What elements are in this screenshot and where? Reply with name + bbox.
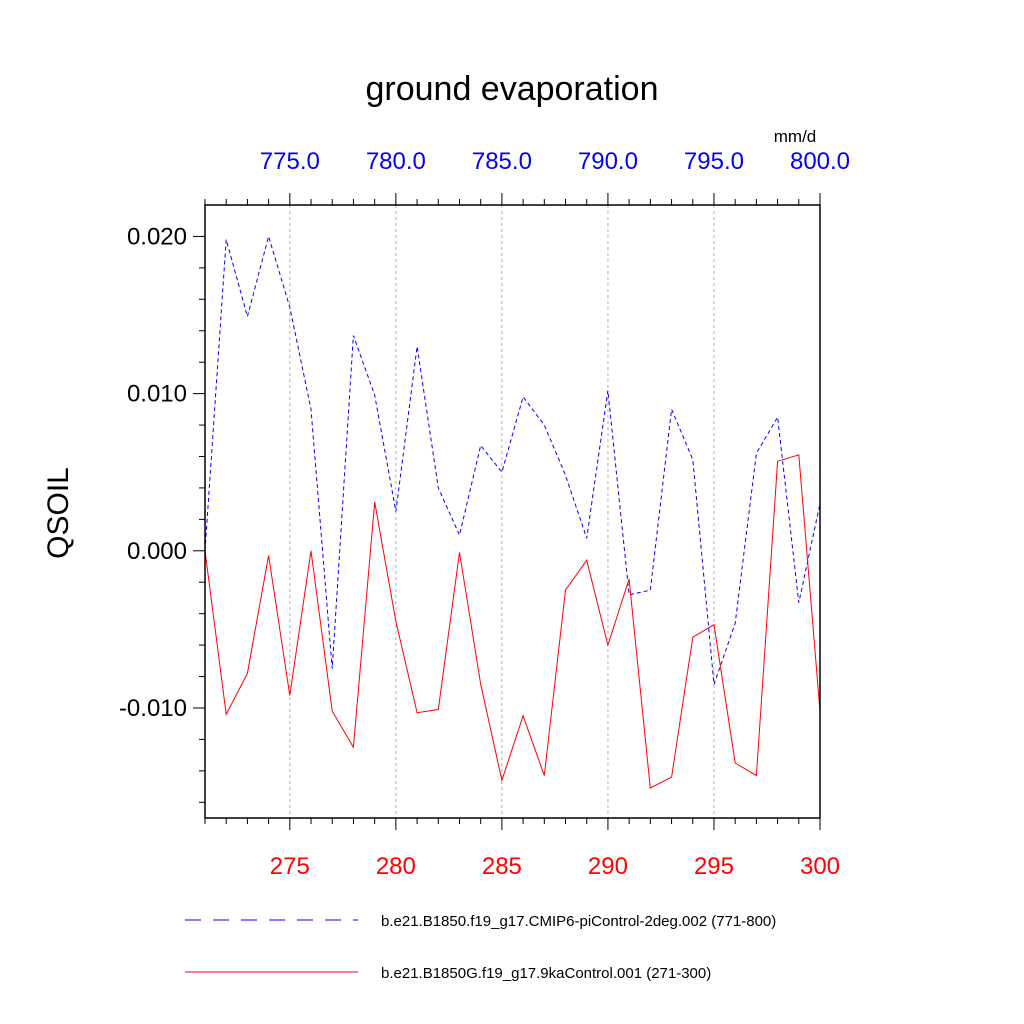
x-bottom-tick-labels: 275 280 285 290 295 300 bbox=[270, 853, 840, 880]
y-tick-label: 0.000 bbox=[127, 538, 187, 565]
y-tick-label: 0.010 bbox=[127, 381, 187, 408]
x-top-tick-label: 785.0 bbox=[472, 148, 532, 175]
x-bottom-tick-label: 300 bbox=[800, 853, 840, 880]
x-top-tick-label: 790.0 bbox=[578, 148, 638, 175]
x-top-tick-labels: 775.0 780.0 785.0 790.0 795.0 800.0 bbox=[260, 148, 850, 175]
series-line-red bbox=[204, 454, 821, 789]
x-top-tick-label: 795.0 bbox=[684, 148, 744, 175]
legend-label: b.e21.B1850G.f19_g17.9kaControl.001 (271… bbox=[381, 965, 711, 982]
y-tick-label: 0.020 bbox=[127, 223, 187, 250]
legend-label: b.e21.B1850.f19_g17.CMIP6-piControl-2deg… bbox=[381, 913, 776, 930]
chart-title: ground evaporation bbox=[365, 70, 658, 108]
x-bottom-tick-label: 295 bbox=[694, 853, 734, 880]
x-bottom-tick-label: 290 bbox=[588, 853, 628, 880]
x-bottom-tick-label: 275 bbox=[270, 853, 310, 880]
plot-frame bbox=[204, 204, 821, 819]
x-top-tick-label: 800.0 bbox=[790, 148, 850, 175]
axes bbox=[193, 193, 821, 830]
y-tick-labels: 0.020 0.010 0.000 -0.010 bbox=[119, 223, 187, 722]
grid-lines bbox=[289, 205, 715, 818]
y-tick-label: -0.010 bbox=[119, 695, 187, 722]
x-bottom-tick-label: 280 bbox=[376, 853, 416, 880]
units-label: mm/d bbox=[774, 127, 817, 146]
series-line-blue bbox=[204, 234, 821, 685]
x-top-tick-label: 780.0 bbox=[366, 148, 426, 175]
series-layer bbox=[204, 234, 821, 789]
x-bottom-tick-label: 285 bbox=[482, 853, 522, 880]
x-top-tick-label: 775.0 bbox=[260, 148, 320, 175]
y-axis-label: QSOIL bbox=[42, 467, 75, 559]
legend: b.e21.B1850.f19_g17.CMIP6-piControl-2deg… bbox=[185, 913, 776, 982]
